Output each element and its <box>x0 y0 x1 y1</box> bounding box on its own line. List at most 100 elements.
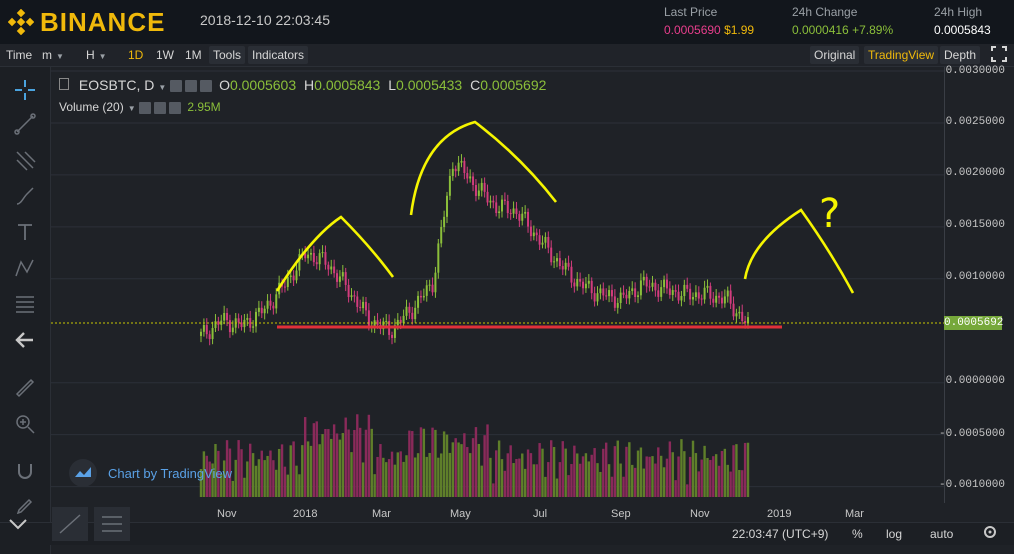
candle[interactable] <box>353 295 356 297</box>
candle[interactable] <box>726 290 729 297</box>
candle[interactable] <box>613 296 616 308</box>
candle[interactable] <box>460 160 463 163</box>
candle[interactable] <box>495 202 498 214</box>
candle[interactable] <box>715 295 718 303</box>
candle[interactable] <box>269 300 272 306</box>
close-icon[interactable] <box>168 101 181 114</box>
candle[interactable] <box>344 272 347 285</box>
candle[interactable] <box>440 227 443 244</box>
candle[interactable] <box>602 288 605 296</box>
candle[interactable] <box>564 262 567 270</box>
candle[interactable] <box>596 293 599 302</box>
candle[interactable] <box>608 290 611 297</box>
zoom-tool[interactable] <box>12 411 38 437</box>
candle[interactable] <box>616 303 619 308</box>
candle[interactable] <box>341 272 344 277</box>
candle[interactable] <box>547 236 550 248</box>
line-style-button[interactable] <box>52 507 88 541</box>
candle[interactable] <box>321 252 324 254</box>
candle[interactable] <box>231 327 234 333</box>
candle[interactable] <box>694 292 697 298</box>
fullscreen-button[interactable] <box>986 45 1012 63</box>
candle[interactable] <box>637 295 640 297</box>
candle[interactable] <box>689 288 692 300</box>
candle[interactable] <box>446 195 449 217</box>
candle[interactable] <box>275 294 278 309</box>
hours-dropdown[interactable]: H ▼ <box>82 46 111 64</box>
clock-display[interactable]: 22:03:47 (UTC+9) <box>732 527 829 541</box>
candle[interactable] <box>668 288 671 295</box>
candle[interactable] <box>674 290 677 292</box>
pencil-tool[interactable] <box>12 493 38 519</box>
candle[interactable] <box>246 318 249 320</box>
magnet-tool[interactable] <box>12 459 38 485</box>
candle[interactable] <box>735 313 738 317</box>
candle[interactable] <box>622 292 625 295</box>
candle[interactable] <box>249 318 252 328</box>
candle[interactable] <box>712 298 715 303</box>
settings-icon[interactable] <box>170 80 183 93</box>
candle[interactable] <box>518 214 521 221</box>
candle[interactable] <box>706 285 709 288</box>
candle[interactable] <box>697 292 700 299</box>
candle[interactable] <box>272 305 275 309</box>
collapse-icon[interactable] <box>59 78 69 90</box>
candle[interactable] <box>619 292 622 304</box>
candle[interactable] <box>266 300 269 309</box>
eye-icon[interactable] <box>153 101 166 114</box>
chart-canvas[interactable]: ? EOSBTC, D ▼ O0.0005603 H0.0005843 L0.00… <box>51 67 944 503</box>
candle[interactable] <box>631 288 634 292</box>
candle[interactable] <box>529 226 532 237</box>
binance-logo[interactable]: BINANCE <box>8 8 165 36</box>
candle[interactable] <box>451 168 454 176</box>
candle[interactable] <box>228 320 231 333</box>
candle[interactable] <box>535 232 538 236</box>
candle[interactable] <box>654 282 657 291</box>
candle[interactable] <box>561 266 564 270</box>
candle[interactable] <box>521 213 524 221</box>
candle[interactable] <box>503 199 506 201</box>
candle[interactable] <box>579 279 582 282</box>
candle[interactable] <box>448 175 451 196</box>
symbol-label[interactable]: EOSBTC, D <box>78 77 155 93</box>
candle[interactable] <box>587 280 590 284</box>
candle[interactable] <box>457 162 460 172</box>
candle[interactable] <box>732 303 735 317</box>
candle[interactable] <box>677 291 680 301</box>
indicators-button[interactable]: Indicators <box>248 46 309 64</box>
candle[interactable] <box>318 253 321 265</box>
candle[interactable] <box>744 321 747 323</box>
candle[interactable] <box>512 208 515 214</box>
price-chart[interactable]: ? <box>51 67 944 503</box>
candle[interactable] <box>558 258 561 267</box>
candle[interactable] <box>414 307 417 320</box>
candle[interactable] <box>292 275 295 281</box>
candle[interactable] <box>324 252 327 265</box>
candle[interactable] <box>550 247 553 263</box>
depth-view-button[interactable]: Depth <box>940 46 981 64</box>
candle[interactable] <box>309 252 312 255</box>
candle[interactable] <box>634 288 637 297</box>
candle[interactable] <box>584 283 587 289</box>
candle[interactable] <box>567 262 570 267</box>
candle[interactable] <box>396 319 399 326</box>
candle[interactable] <box>469 176 472 179</box>
candle[interactable] <box>347 284 350 298</box>
candle[interactable] <box>419 295 422 298</box>
candle[interactable] <box>411 312 414 320</box>
candle[interactable] <box>422 295 425 298</box>
candle[interactable] <box>720 297 723 304</box>
candle[interactable] <box>359 306 362 309</box>
candle[interactable] <box>605 295 608 297</box>
tradingview-view-button[interactable]: TradingView <box>864 46 939 64</box>
candle[interactable] <box>376 320 379 325</box>
candle[interactable] <box>237 318 240 323</box>
candle[interactable] <box>477 190 480 196</box>
back-tool[interactable] <box>12 327 38 353</box>
interval-1d-button[interactable]: 1D <box>128 48 144 62</box>
collapse-toolbar-button[interactable] <box>8 517 28 536</box>
auto-toggle[interactable]: auto <box>930 527 954 541</box>
interval-1w-button[interactable]: 1W <box>156 48 174 62</box>
candle[interactable] <box>747 317 749 323</box>
candle[interactable] <box>683 284 686 297</box>
